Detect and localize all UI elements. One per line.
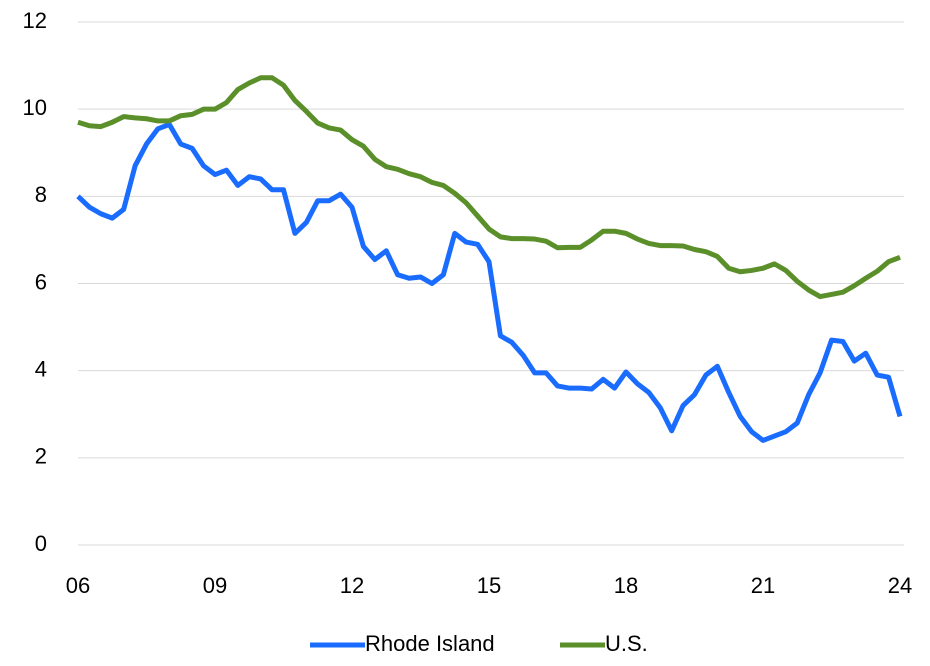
series-line <box>76 121 903 443</box>
y-tick-label: 0 <box>35 531 47 556</box>
x-tick-label: 24 <box>888 573 912 598</box>
y-tick-label: 2 <box>35 444 47 469</box>
x-tick-label: 09 <box>203 573 227 598</box>
x-tick-label: 06 <box>66 573 90 598</box>
x-tick-label: 18 <box>614 573 638 598</box>
legend-label: Rhode Island <box>365 631 495 656</box>
y-tick-label: 4 <box>35 356 47 381</box>
legend-label: U.S. <box>605 631 648 656</box>
series-line <box>77 75 901 300</box>
x-tick-label: 12 <box>340 573 364 598</box>
y-tick-label: 6 <box>35 269 47 294</box>
x-tick-label: 21 <box>751 573 775 598</box>
y-tick-label: 12 <box>23 8 47 33</box>
y-tick-label: 8 <box>35 182 47 207</box>
y-tick-label: 10 <box>23 95 47 120</box>
x-tick-label: 15 <box>477 573 501 598</box>
